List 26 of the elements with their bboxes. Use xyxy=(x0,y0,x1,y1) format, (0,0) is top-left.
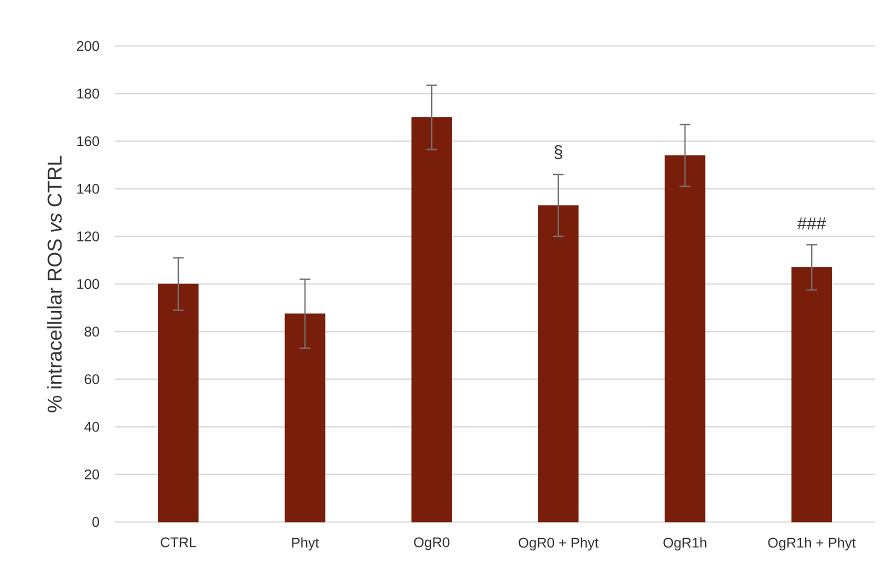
y-tick-label: 120 xyxy=(77,231,100,242)
y-tick-label: 140 xyxy=(77,184,100,194)
x-tick-label: OgR0 xyxy=(414,537,450,550)
annotation: § xyxy=(554,145,562,160)
y-tick-label: 180 xyxy=(77,88,100,99)
y-tick-label: 80 xyxy=(84,326,100,337)
bar xyxy=(411,117,452,522)
x-tick-label: Phyt xyxy=(292,537,319,550)
x-tick-label: OgR0 + Phyt xyxy=(518,537,598,550)
x-tick-label: OgR1h xyxy=(663,537,706,550)
bar xyxy=(158,284,199,522)
bar xyxy=(791,267,832,522)
bar xyxy=(284,313,326,522)
y-tick-label: 200 xyxy=(76,41,100,51)
y-tick-label: 20 xyxy=(84,469,100,480)
bar xyxy=(538,205,579,522)
x-tick-label: CTRL xyxy=(160,537,196,548)
y-tick-label: 60 xyxy=(84,374,100,384)
x-tick-label: OgR1h + Phyt xyxy=(768,537,856,550)
y-tick-label: 0 xyxy=(92,517,100,527)
y-tick-label: 100 xyxy=(77,279,100,289)
y-axis-title: % intracellular ROS vs CTRL xyxy=(47,156,62,412)
y-tick-label: 40 xyxy=(84,422,100,432)
y-tick-label: 160 xyxy=(77,136,100,146)
bar xyxy=(664,155,706,522)
annotation: ### xyxy=(797,217,826,230)
